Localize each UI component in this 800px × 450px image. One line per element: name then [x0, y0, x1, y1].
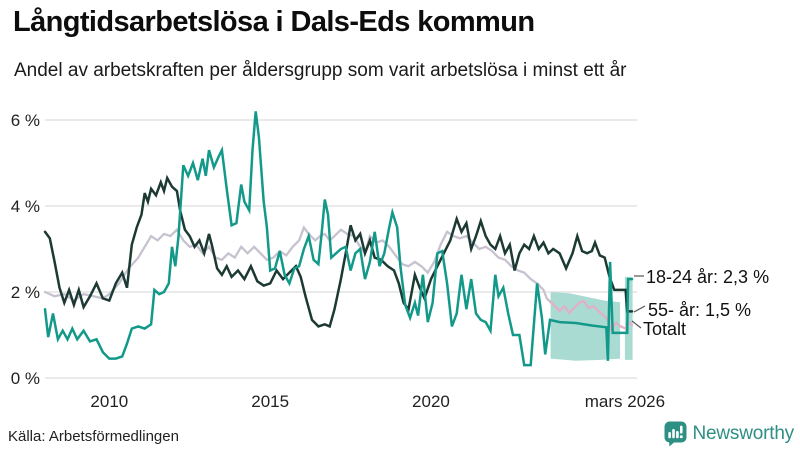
y-tick-4: 4 %: [11, 197, 40, 216]
y-tick-2: 2 %: [11, 283, 40, 302]
series-label-18-24: 18-24 år: 2,3 %: [646, 267, 770, 287]
source-attribution: Källa: Arbetsförmedlingen: [8, 428, 179, 445]
label-connector-2: [631, 320, 642, 329]
series-label-55: 55- år: 1,5 %: [648, 300, 752, 320]
y-tick-0: 0 %: [11, 369, 40, 388]
x-tick-mars-2026: mars 2026: [585, 392, 665, 411]
page-subtitle: Andel av arbetskraften per åldersgrupp s…: [14, 60, 627, 81]
newsworthy-wordmark: Newsworthy: [692, 423, 795, 444]
series-label-totalt: Totalt: [643, 319, 687, 339]
newsworthy-chart-bubble-icon: [664, 421, 687, 447]
newsworthy-logo: Newsworthy: [664, 421, 794, 447]
x-tick-2020: 2020: [412, 392, 450, 411]
x-tick-2015: 2015: [251, 392, 289, 411]
series-line-55: [43, 174, 634, 329]
y-tick-6: 6 %: [11, 111, 40, 130]
label-connector-1: [633, 305, 646, 313]
page-title: Långtidsarbetslösa i Dals-Eds kommun: [13, 6, 535, 38]
series-line-totalt-forecast: [548, 299, 634, 333]
series-line-18-24: [43, 111, 634, 367]
x-tick-2010: 2010: [90, 392, 128, 411]
